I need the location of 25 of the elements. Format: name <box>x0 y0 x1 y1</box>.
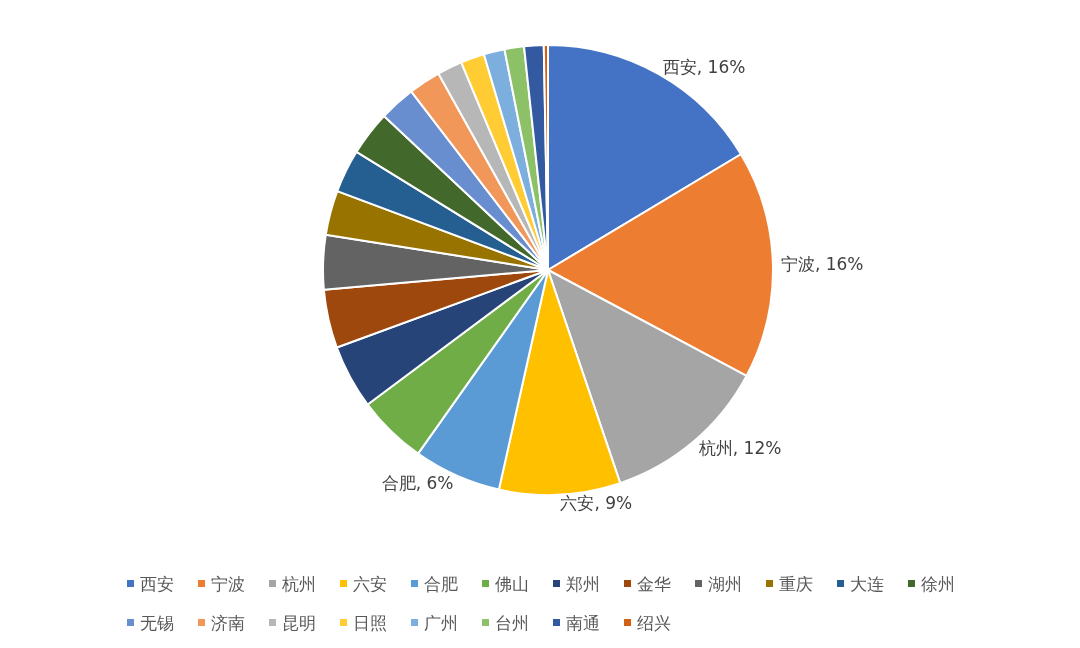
data-label: 宁波, 16% <box>780 254 864 275</box>
legend-label: 昆明 <box>282 612 316 633</box>
legend-label: 合肥 <box>424 573 458 594</box>
legend-label: 金华 <box>637 573 671 594</box>
legend-label: 西安 <box>140 573 174 594</box>
legend-label: 六安 <box>353 573 387 594</box>
data-label: 西安, 16% <box>662 57 746 78</box>
legend-label: 无锡 <box>140 612 174 633</box>
legend-label: 重庆 <box>779 573 813 594</box>
legend-label: 湖州 <box>708 573 742 594</box>
legend-label: 绍兴 <box>637 612 671 633</box>
legend-label: 济南 <box>211 612 245 633</box>
legend-label: 大连 <box>850 573 884 594</box>
legend-label: 徐州 <box>921 573 955 594</box>
legend-label: 日照 <box>353 612 387 633</box>
legend-label: 宁波 <box>211 573 245 594</box>
data-label: 杭州, 12% <box>697 437 782 458</box>
legend-label: 杭州 <box>281 573 316 594</box>
data-label: 合肥, 6% <box>381 472 454 493</box>
legend-label: 广州 <box>424 612 458 633</box>
legend-label: 郑州 <box>566 573 600 594</box>
legend-label: 佛山 <box>495 573 529 594</box>
legend-label: 台州 <box>495 612 529 633</box>
data-label: 六安, 9% <box>560 492 633 513</box>
legend-label: 南通 <box>566 612 600 633</box>
